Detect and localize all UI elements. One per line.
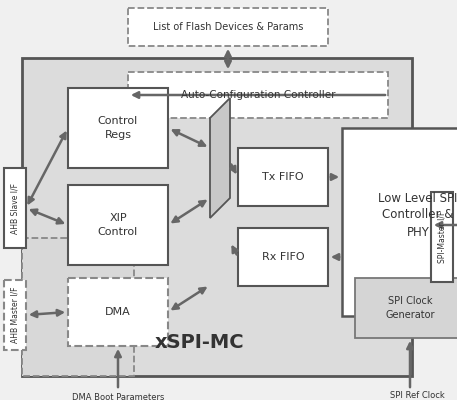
Bar bbox=[431, 192, 453, 282]
Bar bbox=[4, 280, 26, 350]
Bar bbox=[68, 88, 168, 168]
Bar bbox=[342, 128, 457, 316]
Bar bbox=[68, 185, 168, 265]
Text: SPI Ref Clock: SPI Ref Clock bbox=[390, 392, 445, 400]
Text: AHB Slave I/F: AHB Slave I/F bbox=[11, 182, 20, 234]
Bar bbox=[238, 228, 328, 286]
Text: List of Flash Devices & Params: List of Flash Devices & Params bbox=[153, 22, 303, 32]
Bar bbox=[355, 278, 457, 338]
Text: AHB Master I/F: AHB Master I/F bbox=[11, 287, 20, 343]
Bar bbox=[128, 8, 328, 46]
Text: DMA: DMA bbox=[105, 307, 131, 317]
Polygon shape bbox=[210, 98, 230, 218]
Bar bbox=[22, 238, 134, 376]
Text: Low Level SPI
Controller &
PHY: Low Level SPI Controller & PHY bbox=[378, 192, 457, 238]
Bar bbox=[4, 168, 26, 248]
Text: Tx FIFO: Tx FIFO bbox=[262, 172, 304, 182]
Text: xSPI-MC: xSPI-MC bbox=[155, 332, 245, 352]
Text: DMA Boot Parameters: DMA Boot Parameters bbox=[72, 392, 164, 400]
Bar bbox=[22, 58, 412, 376]
Bar bbox=[238, 148, 328, 206]
Text: Control
Regs: Control Regs bbox=[98, 116, 138, 140]
Text: XIP
Control: XIP Control bbox=[98, 214, 138, 236]
Bar bbox=[68, 278, 168, 346]
Text: Auto-Configuration Controller: Auto-Configuration Controller bbox=[181, 90, 335, 100]
Text: Rx FIFO: Rx FIFO bbox=[262, 252, 304, 262]
Text: SPI-Master I/F: SPI-Master I/F bbox=[437, 211, 446, 263]
Bar bbox=[128, 72, 388, 118]
Text: SPI Clock
Generator: SPI Clock Generator bbox=[385, 296, 435, 320]
